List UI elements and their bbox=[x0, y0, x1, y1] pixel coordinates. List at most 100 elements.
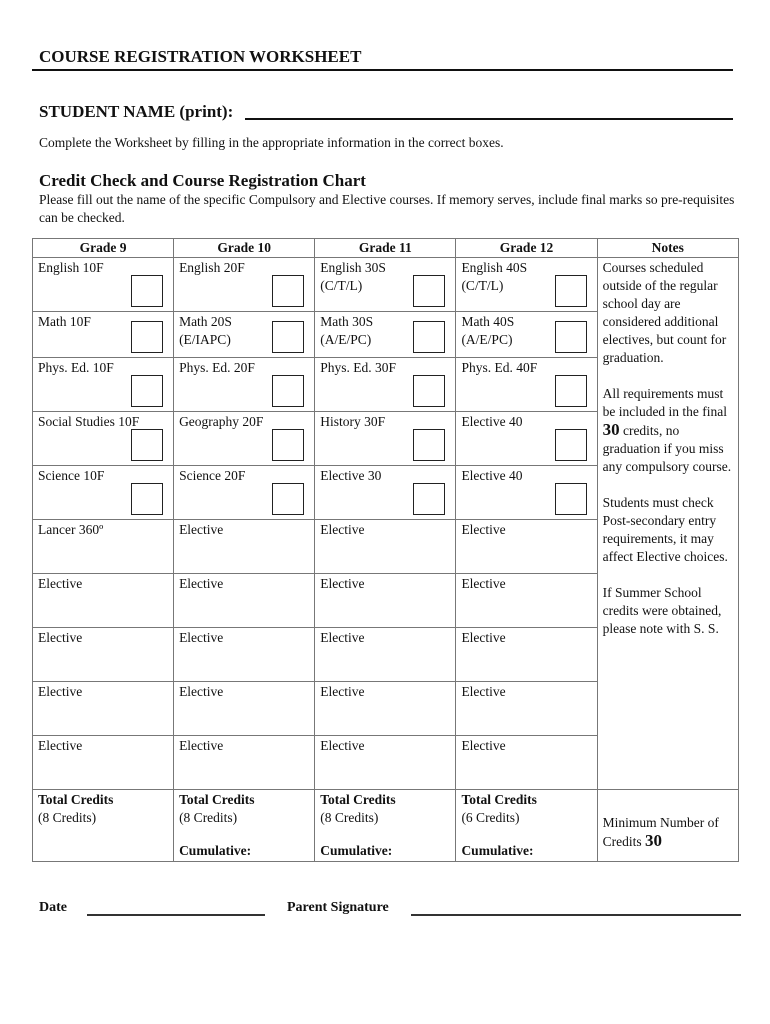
course-cell: Elective bbox=[31, 735, 175, 790]
mark-box[interactable] bbox=[413, 429, 446, 461]
course-name: Elective 40 bbox=[461, 414, 523, 429]
mark-box[interactable] bbox=[554, 375, 587, 407]
course-cell: Math 10F bbox=[31, 311, 175, 358]
total-credits-cell: Total Credits (6 Credits) Cumulative: bbox=[455, 789, 598, 862]
course-cell: Elective bbox=[31, 681, 175, 736]
course-cell: Elective 40 bbox=[455, 465, 598, 520]
course-row: English 10F English 20F English 30S (C/T/L)… bbox=[31, 257, 740, 790]
course-name: Elective bbox=[38, 684, 83, 699]
mark-box[interactable] bbox=[554, 321, 587, 353]
course-cell: Social Studies 10F bbox=[31, 411, 175, 466]
course-cell: Elective bbox=[173, 681, 316, 736]
course-option: (A/E/PC) bbox=[320, 332, 372, 347]
total-credits-label: Total Credits bbox=[461, 792, 537, 807]
course-cell: English 20F bbox=[173, 257, 316, 312]
course-option: (E/IAPC) bbox=[179, 332, 231, 347]
mark-box[interactable] bbox=[131, 429, 164, 461]
minimum-credits-value: 30 bbox=[644, 830, 662, 850]
course-cell: Math 30S (A/E/PC) bbox=[314, 311, 457, 358]
course-option: (A/E/PC) bbox=[461, 332, 513, 347]
mark-box[interactable] bbox=[413, 321, 446, 353]
course-name: Math 40S bbox=[461, 314, 515, 329]
course-name: Elective 40 bbox=[461, 468, 523, 483]
mark-box[interactable] bbox=[272, 321, 305, 353]
mark-box[interactable] bbox=[272, 483, 305, 515]
mark-box[interactable] bbox=[554, 429, 587, 461]
course-name: English 10F bbox=[38, 260, 104, 275]
course-row: Science 10F Science 20F Elective 30 Electiv… bbox=[31, 465, 739, 520]
course-name: Geography 20F bbox=[179, 414, 264, 429]
parent-signature-label: Parent Signature bbox=[287, 900, 389, 915]
mark-box[interactable] bbox=[131, 321, 164, 353]
course-row: Elective Elective Elective Elective bbox=[31, 735, 739, 790]
course-name: Math 30S bbox=[320, 314, 374, 329]
course-name: Math 20S bbox=[179, 314, 232, 329]
course-cell: Elective bbox=[173, 573, 316, 628]
student-name-field[interactable] bbox=[245, 118, 733, 120]
date-label: Date bbox=[39, 900, 67, 915]
course-name: Elective bbox=[320, 576, 365, 591]
mark-box[interactable] bbox=[272, 375, 305, 407]
note-post-secondary: Students must check Post-secondary entry… bbox=[602, 495, 728, 564]
course-row: Elective Elective Elective Elective bbox=[31, 573, 739, 628]
mark-box[interactable] bbox=[413, 375, 446, 407]
mark-box[interactable] bbox=[554, 483, 587, 515]
mark-box[interactable] bbox=[272, 429, 305, 461]
title-divider bbox=[32, 69, 733, 71]
course-cell: Science 20F bbox=[173, 465, 316, 520]
course-name: Elective bbox=[461, 576, 506, 591]
mark-box[interactable] bbox=[554, 275, 587, 307]
note-summer-school: If Summer School credits were obtained, … bbox=[602, 585, 722, 636]
section-heading: Credit Check and Course Registration Cha… bbox=[39, 171, 366, 190]
course-row: Lancer 360º Elective Elective Elective bbox=[31, 519, 739, 574]
note-text: credits, no graduation if you miss any c… bbox=[602, 423, 732, 474]
mark-box[interactable] bbox=[131, 375, 164, 407]
mark-box[interactable] bbox=[272, 275, 305, 307]
page-title: COURSE REGISTRATION WORKSHEET bbox=[39, 47, 362, 66]
course-name: Elective bbox=[461, 684, 506, 699]
course-name: Lancer 360º bbox=[38, 522, 104, 537]
mark-box[interactable] bbox=[131, 483, 164, 515]
date-field[interactable] bbox=[87, 914, 265, 916]
course-cell: Elective bbox=[455, 735, 598, 790]
total-credits-cell: Total Credits (8 Credits) Cumulative: bbox=[173, 789, 316, 862]
cumulative-label: Cumulative: bbox=[179, 843, 252, 858]
course-name: Math 10F bbox=[38, 314, 91, 329]
mark-box[interactable] bbox=[413, 483, 446, 515]
course-row: Phys. Ed. 10F Phys. Ed. 20F Phys. Ed. 30F P… bbox=[31, 357, 739, 412]
header-notes: Notes bbox=[596, 238, 740, 258]
parent-signature-field[interactable] bbox=[411, 914, 741, 916]
mark-box[interactable] bbox=[131, 275, 164, 307]
required-credits: (6 Credits) bbox=[461, 810, 520, 825]
section-text: Please fill out the name of the specific… bbox=[39, 192, 735, 225]
course-cell: Elective bbox=[31, 627, 175, 682]
course-name: Science 10F bbox=[38, 468, 105, 483]
course-name: History 30F bbox=[320, 414, 386, 429]
course-cell: History 30F bbox=[314, 411, 457, 466]
course-name: Elective 30 bbox=[320, 468, 382, 483]
course-name: English 30S bbox=[320, 260, 386, 275]
course-name: Elective bbox=[320, 630, 365, 645]
header-row: Grade 9 Grade 10 Grade 11 Grade 12 Notes bbox=[31, 238, 740, 258]
cumulative-label: Cumulative: bbox=[461, 843, 534, 858]
course-name: Elective bbox=[38, 630, 83, 645]
total-credits-label: Total Credits bbox=[38, 792, 114, 807]
course-cell: Elective bbox=[31, 573, 175, 628]
course-row: Math 10F Math 20S (E/IAPC) Math 30S (A/E/PC)… bbox=[31, 311, 739, 358]
mark-box[interactable] bbox=[413, 275, 446, 307]
note-text: All requirements must be included in the… bbox=[602, 386, 728, 419]
course-cell: Phys. Ed. 30F bbox=[314, 357, 457, 412]
course-name: Elective bbox=[461, 522, 506, 537]
course-cell: Elective bbox=[314, 681, 457, 736]
course-name: Science 20F bbox=[179, 468, 246, 483]
course-name: Elective bbox=[179, 522, 224, 537]
course-cell: Elective bbox=[455, 519, 598, 574]
course-name: Elective bbox=[461, 630, 506, 645]
total-credits-label: Total Credits bbox=[320, 792, 396, 807]
course-name: Elective bbox=[461, 738, 506, 753]
course-cell: Elective bbox=[455, 681, 598, 736]
course-cell: Elective bbox=[314, 627, 457, 682]
header-grade-11: Grade 11 bbox=[314, 238, 457, 258]
course-name: Elective bbox=[38, 576, 83, 591]
